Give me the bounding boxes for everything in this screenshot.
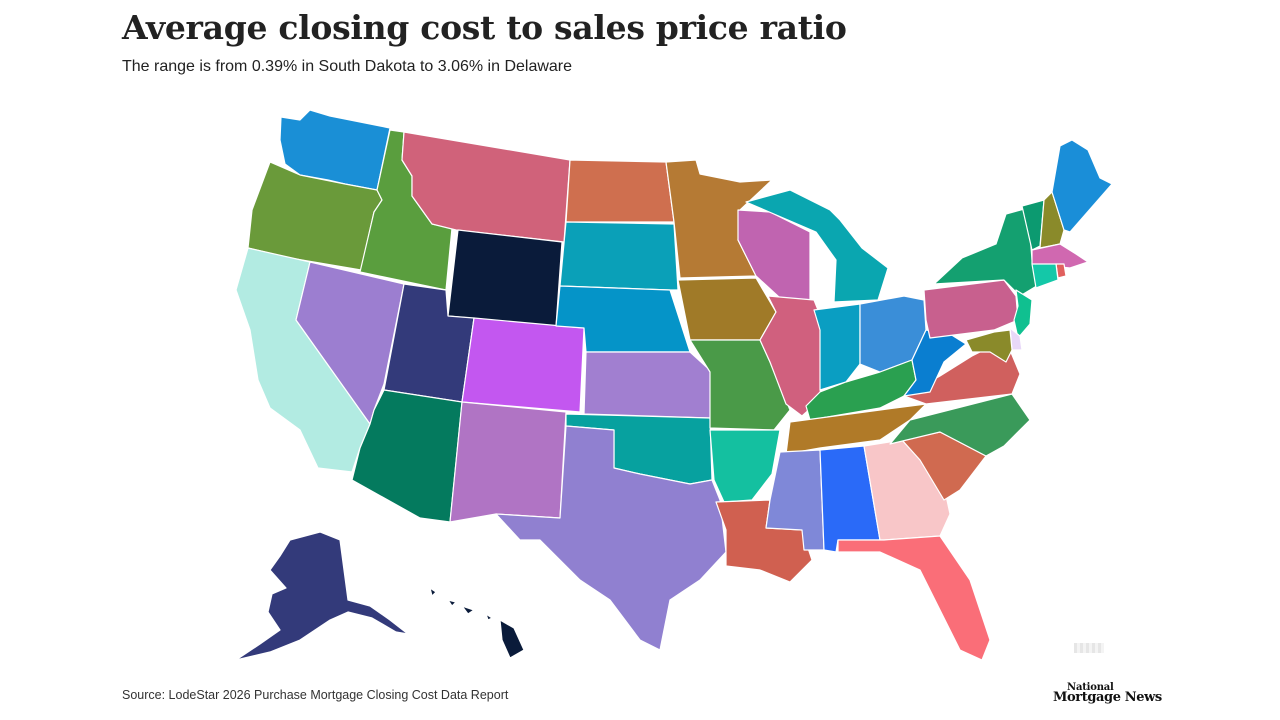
page-subtitle: The range is from 0.39% in South Dakota …: [122, 58, 573, 75]
state-iowa[interactable]: Iowa: [677, 277, 777, 341]
state-indiana[interactable]: Indiana: [813, 303, 861, 391]
state-pennsylvania[interactable]: Pennsylvania: [923, 279, 1019, 339]
publisher-logo-line2: Mortgage News: [1053, 690, 1162, 705]
state-kansas[interactable]: Kansas: [583, 351, 713, 419]
state-colorado[interactable]: Colorado: [461, 317, 585, 413]
state-hawaii[interactable]: Hawaii: [429, 587, 525, 659]
faint-mark: [1074, 643, 1104, 653]
state-new-jersey[interactable]: New Jersey: [1013, 289, 1033, 339]
state-arkansas[interactable]: Arkansas: [709, 429, 781, 503]
state-maryland[interactable]: Maryland: [965, 329, 1013, 363]
publisher-logo: National Mortgage News: [1053, 682, 1162, 705]
page-title: Average closing cost to sales price rati…: [122, 8, 847, 47]
state-north-dakota[interactable]: North Dakota: [565, 159, 675, 223]
source-note: Source: LodeStar 2026 Purchase Mortgage …: [122, 688, 509, 702]
state-north-carolina[interactable]: North Carolina: [889, 393, 1031, 457]
state-texas[interactable]: Texas: [495, 425, 727, 651]
publisher-logo-line1: National: [1067, 682, 1114, 693]
state-maine[interactable]: Maine: [1051, 139, 1113, 233]
state-connecticut[interactable]: Connecticut: [1031, 263, 1059, 289]
state-new-hampshire[interactable]: New Hampshire: [1039, 191, 1065, 249]
state-alaska[interactable]: Alaska: [235, 531, 409, 661]
state-new-mexico[interactable]: New Mexico: [449, 401, 567, 523]
state-south-dakota[interactable]: South Dakota: [559, 221, 679, 291]
state-wyoming[interactable]: Wyoming: [447, 229, 563, 327]
state-florida[interactable]: Florida: [837, 535, 991, 661]
state-michigan[interactable]: Michigan: [745, 189, 889, 303]
